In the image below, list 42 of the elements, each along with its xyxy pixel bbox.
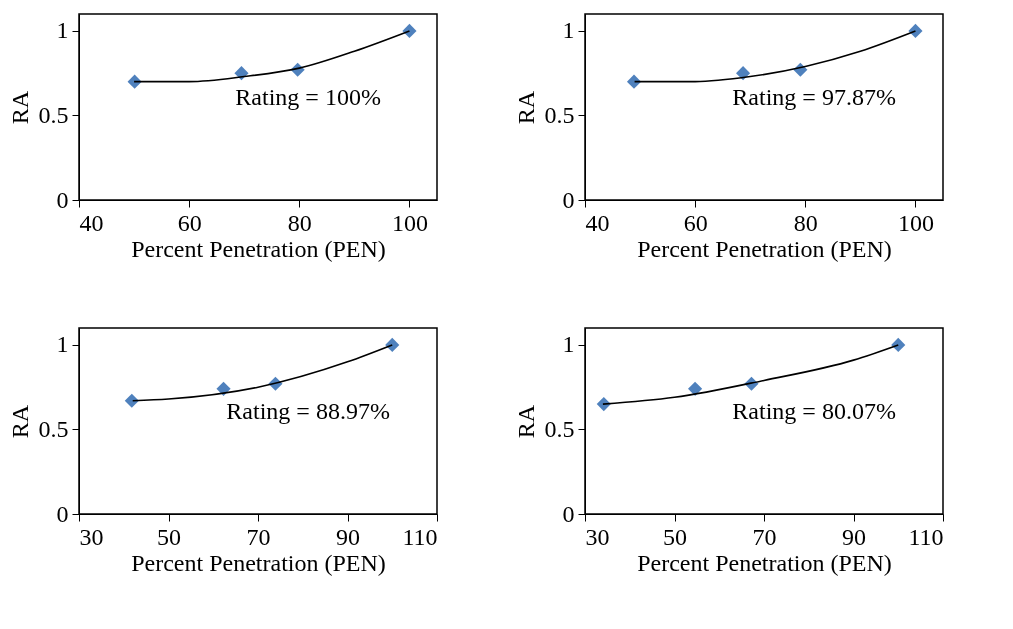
x-tick-label: 70 bbox=[246, 523, 271, 550]
y-tick-label: 1 bbox=[56, 331, 69, 358]
x-tick-label: 80 bbox=[793, 209, 818, 236]
x-tick-label: 50 bbox=[157, 523, 181, 550]
x-tick-label: 80 bbox=[287, 209, 312, 236]
y-tick-label: 0 bbox=[56, 186, 69, 213]
x-tick-label: 100 bbox=[897, 209, 934, 236]
y-axis-title: RA bbox=[512, 90, 539, 125]
x-tick-label: 60 bbox=[683, 209, 708, 236]
y-tick-label: 0.5 bbox=[38, 101, 69, 128]
y-tick-label: 0.5 bbox=[544, 101, 575, 128]
y-axis-title: RA bbox=[6, 404, 33, 439]
x-axis-title: Percent Penetration (PEN) bbox=[637, 235, 892, 262]
x-tick-label: 40 bbox=[79, 209, 104, 236]
x-tick-label: 50 bbox=[663, 523, 687, 550]
x-tick-label: 90 bbox=[842, 523, 866, 550]
x-tick-label: 40 bbox=[585, 209, 610, 236]
annotation: Rating = 80.07% bbox=[732, 397, 896, 424]
y-tick-label: 1 bbox=[562, 331, 575, 358]
x-tick-label: 70 bbox=[752, 523, 777, 550]
y-axis-title: RA bbox=[512, 404, 539, 439]
x-tick-label: 110 bbox=[402, 523, 438, 550]
y-axis-title: RA bbox=[6, 90, 33, 125]
x-axis-title: Percent Penetration (PEN) bbox=[131, 235, 386, 262]
y-tick-label: 0 bbox=[56, 500, 69, 527]
x-tick-label: 30 bbox=[79, 523, 104, 550]
x-tick-label: 90 bbox=[336, 523, 360, 550]
y-tick-label: 0 bbox=[562, 500, 575, 527]
y-tick-label: 1 bbox=[562, 17, 575, 44]
x-axis-title: Percent Penetration (PEN) bbox=[131, 549, 386, 576]
x-tick-label: 100 bbox=[391, 209, 428, 236]
annotation: Rating = 97.87% bbox=[732, 83, 896, 110]
y-tick-label: 0.5 bbox=[544, 415, 575, 442]
y-tick-label: 1 bbox=[56, 17, 69, 44]
x-tick-label: 30 bbox=[585, 523, 610, 550]
annotation: Rating = 100% bbox=[235, 83, 381, 110]
x-tick-label: 60 bbox=[177, 209, 202, 236]
y-tick-label: 0.5 bbox=[38, 415, 69, 442]
x-tick-label: 110 bbox=[908, 523, 944, 550]
x-axis-title: Percent Penetration (PEN) bbox=[637, 549, 892, 576]
y-tick-label: 0 bbox=[562, 186, 575, 213]
annotation: Rating = 88.97% bbox=[226, 397, 390, 424]
